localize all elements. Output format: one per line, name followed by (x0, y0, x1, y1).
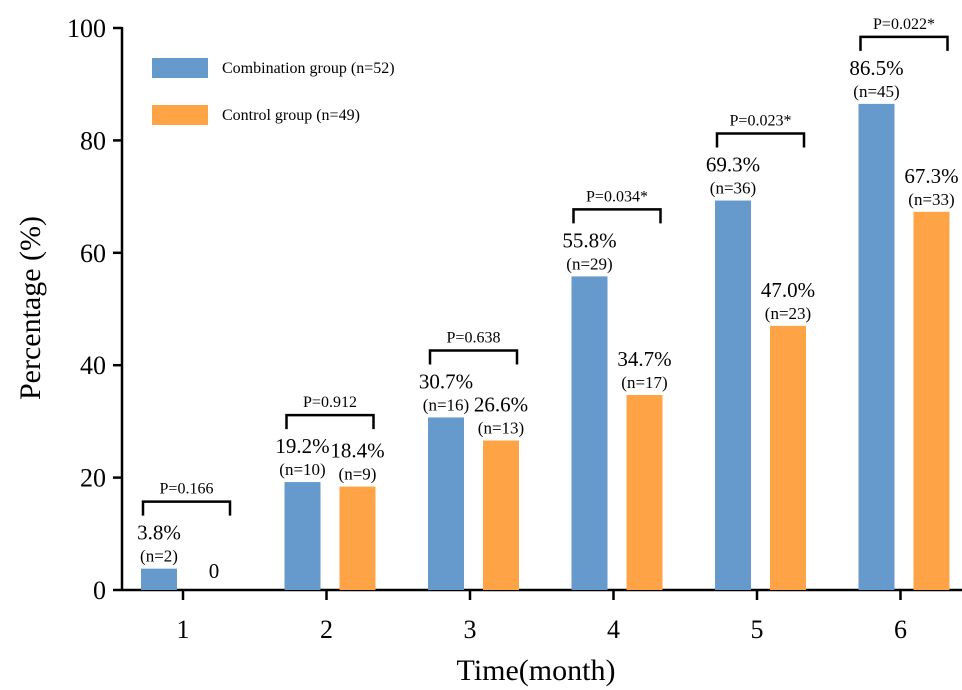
n-label: (n=45) (853, 82, 899, 101)
p-value-label: P=0.912 (303, 394, 357, 411)
bar-combination (715, 200, 751, 590)
value-label: 26.6% (474, 393, 528, 417)
bar-control (483, 440, 519, 590)
bar-combination (428, 417, 464, 590)
value-label: 47.0% (761, 278, 815, 302)
n-label: (n=23) (765, 304, 811, 323)
legend-swatch (152, 105, 208, 125)
bar-control (339, 486, 376, 590)
x-tick-label: 1 (177, 615, 190, 644)
value-label: 3.8% (137, 521, 181, 545)
n-label: (n=13) (478, 419, 524, 438)
value-label: 30.7% (419, 369, 473, 393)
y-tick-label: 0 (93, 576, 106, 605)
x-tick-label: 3 (464, 615, 477, 644)
value-label: 67.3% (904, 164, 958, 188)
n-label: (n=10) (279, 460, 325, 479)
bar-combination (571, 276, 608, 590)
bars (141, 103, 950, 591)
p-value-label: P=0.034* (586, 188, 648, 205)
bar-control (626, 394, 663, 590)
value-label: 18.4% (330, 439, 384, 463)
bar-control (770, 325, 806, 590)
legend-label: Combination group (n=52) (222, 60, 395, 77)
x-tick-label: 4 (607, 615, 620, 644)
p-value-label: P=0.166 (160, 481, 214, 498)
value-label: 55.8% (562, 228, 616, 252)
value-label: 69.3% (706, 153, 760, 177)
x-axis-title: Time(month) (457, 654, 616, 687)
x-tick-label: 2 (320, 615, 333, 644)
value-label: 19.2% (275, 434, 329, 458)
data-labels: 3.8% (n=2) 19.2% (n=10) 30.7% (n=16) 55.8% (n=2… (137, 56, 959, 583)
significance-bracket (285, 413, 375, 430)
value-label: 0 (209, 559, 220, 583)
bar-control (913, 211, 950, 591)
significance-bracket (572, 208, 662, 224)
y-axis-title: Percentage (%) (14, 216, 47, 400)
p-value-brackets: P=0.166 P=0.912 P=0.638 P=0.034* P=0.023* P=0… (141, 16, 949, 516)
n-label: (n=33) (908, 190, 954, 209)
significance-bracket (428, 349, 519, 365)
x-tick-label: 5 (751, 615, 764, 644)
y-tick-label: 20 (80, 464, 106, 493)
n-label: (n=36) (710, 179, 756, 198)
y-tick-label: 100 (67, 14, 106, 43)
value-label: 86.5% (849, 56, 903, 80)
y-tick-label: 40 (80, 351, 106, 380)
value-label: 34.7% (617, 347, 671, 371)
y-tick-label: 60 (80, 239, 106, 268)
significance-bracket (859, 35, 949, 51)
n-label: (n=9) (339, 465, 377, 484)
bar-combination (284, 482, 321, 590)
n-label: (n=29) (566, 254, 612, 273)
n-label: (n=2) (140, 547, 178, 566)
y-tick-label: 80 (80, 126, 106, 155)
bar-combination (141, 568, 177, 590)
p-value-label: P=0.022* (873, 16, 935, 33)
significance-bracket (141, 500, 232, 516)
p-value-label: P=0.023* (730, 113, 792, 130)
n-label: (n=16) (423, 395, 469, 414)
legend-swatch (152, 58, 208, 78)
significance-bracket (715, 132, 806, 148)
p-value-label: P=0.638 (447, 329, 501, 346)
legend: Combination group (n=52) Control group (n… (152, 58, 395, 125)
x-tick-label: 6 (894, 615, 907, 644)
bar-combination (858, 103, 895, 591)
n-label: (n=17) (621, 373, 667, 392)
legend-label: Control group (n=49) (222, 107, 360, 124)
axes: 0 20 40 60 80 100 1 2 3 4 5 6 (67, 14, 962, 644)
